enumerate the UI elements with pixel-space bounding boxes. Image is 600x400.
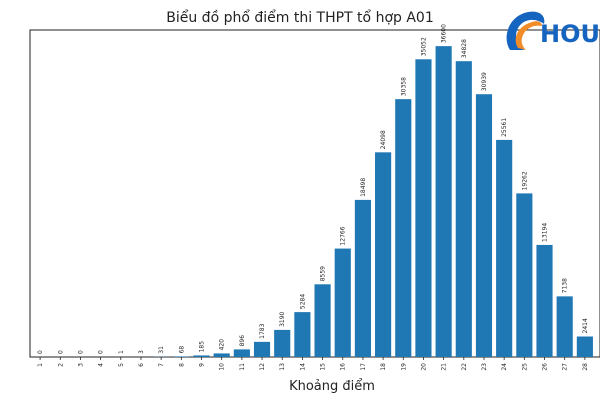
logo-text: HOU [540,20,598,48]
bar-value-label: 19262 [521,171,528,190]
bar-25 [516,193,533,357]
x-tick-label: 24 [501,363,508,371]
x-tick-label: 20 [420,363,427,371]
bar-value-label: 12766 [340,226,347,245]
bar-20 [415,59,432,357]
x-tick-label: 8 [178,363,185,367]
bar-value-label: 420 [219,339,226,351]
logo-swoosh-orange [515,21,542,50]
bar-value-label: 8559 [320,266,327,281]
bar-12 [253,341,271,357]
x-tick-label: 14 [299,363,306,371]
bar-16 [334,248,351,357]
bar-22 [455,61,472,357]
bar-value-label: 3 [138,350,145,354]
bar-value-label: 24098 [380,130,387,149]
x-tick-label: 11 [239,363,246,371]
x-tick-label: 13 [279,363,286,371]
bar-13 [274,329,291,357]
x-tick-label: 22 [461,363,468,371]
chart-title: Biểu đồ phổ điểm thi THPT tổ hợp A01 [166,9,433,26]
bar-value-label: 30358 [400,77,407,96]
x-ticks-group: 1 2 3 4 5 6 7 8 9 10 11 12 13 14 15 16 17 18 19 20 21 22 23 24 2… [37,357,589,371]
x-tick-label: 21 [441,363,448,371]
bar-21 [435,46,452,357]
bar-value-label: 35052 [420,37,427,56]
x-tick-label: 7 [158,363,165,367]
bar-value-label: 34828 [461,39,468,58]
bar-value-label: 0 [98,350,105,354]
x-tick-label: 15 [320,363,327,371]
bar-value-label: 0 [57,350,64,354]
bars-group [112,46,593,358]
bar-11 [233,349,250,357]
x-tick-label: 28 [582,363,589,371]
bar-value-label: 36600 [441,24,448,43]
bar-24 [496,139,513,357]
x-tick-label: 9 [199,363,206,367]
bar-labels-group: 0 0 0 0 1 3 31 68 185 420 896 1783 3190 5284 8559 12766… [37,24,589,354]
x-tick-label: 25 [521,363,528,371]
x-tick-label: 10 [219,363,226,371]
bar-value-label: 896 [239,335,246,347]
bar-23 [475,94,493,357]
x-tick-label: 16 [340,363,347,371]
bar-value-label: 68 [178,346,185,354]
bar-value-label: 5284 [299,294,306,309]
x-tick-label: 2 [57,363,64,367]
bar-10 [213,353,230,357]
x-tick-label: 23 [481,363,488,371]
x-tick-label: 17 [360,363,367,371]
bar-14 [294,312,311,357]
hou-logo: HOU [506,11,598,51]
bar-28 [576,336,593,357]
bar-value-label: 0 [77,350,84,354]
bar-value-label: 1 [118,350,125,354]
x-tick-label: 26 [542,363,549,371]
bar-19 [395,99,412,358]
bar-value-label: 0 [37,350,44,354]
x-tick-label: 3 [77,363,84,367]
bar-value-label: 13194 [542,223,549,242]
bar-value-label: 30939 [481,72,488,91]
x-tick-label: 19 [400,363,407,371]
bar-value-label: 31 [158,346,165,354]
x-tick-label: 1 [37,363,44,367]
bar-9 [193,355,210,357]
bar-value-label: 7138 [562,278,569,293]
x-tick-label: 6 [138,363,145,367]
bar-value-label: 185 [199,341,206,353]
x-tick-label: 18 [380,363,387,371]
bar-15 [314,284,331,357]
x-tick-label: 12 [259,363,266,371]
bar-18 [375,152,392,357]
x-tick-label: 5 [118,363,125,367]
bar-value-label: 2414 [582,318,589,333]
bar-8 [173,356,190,357]
bar-26 [536,244,553,357]
bar-value-label: 18498 [360,178,367,197]
bar-value-label: 3190 [279,311,286,326]
x-tick-label: 4 [98,363,105,367]
bar-27 [556,296,573,357]
bar-value-label: 25561 [501,118,508,137]
x-tick-label: 27 [562,363,569,371]
x-axis-label: Khoảng điểm [289,379,375,394]
bar-value-label: 1783 [259,323,266,338]
bar-17 [354,199,371,357]
